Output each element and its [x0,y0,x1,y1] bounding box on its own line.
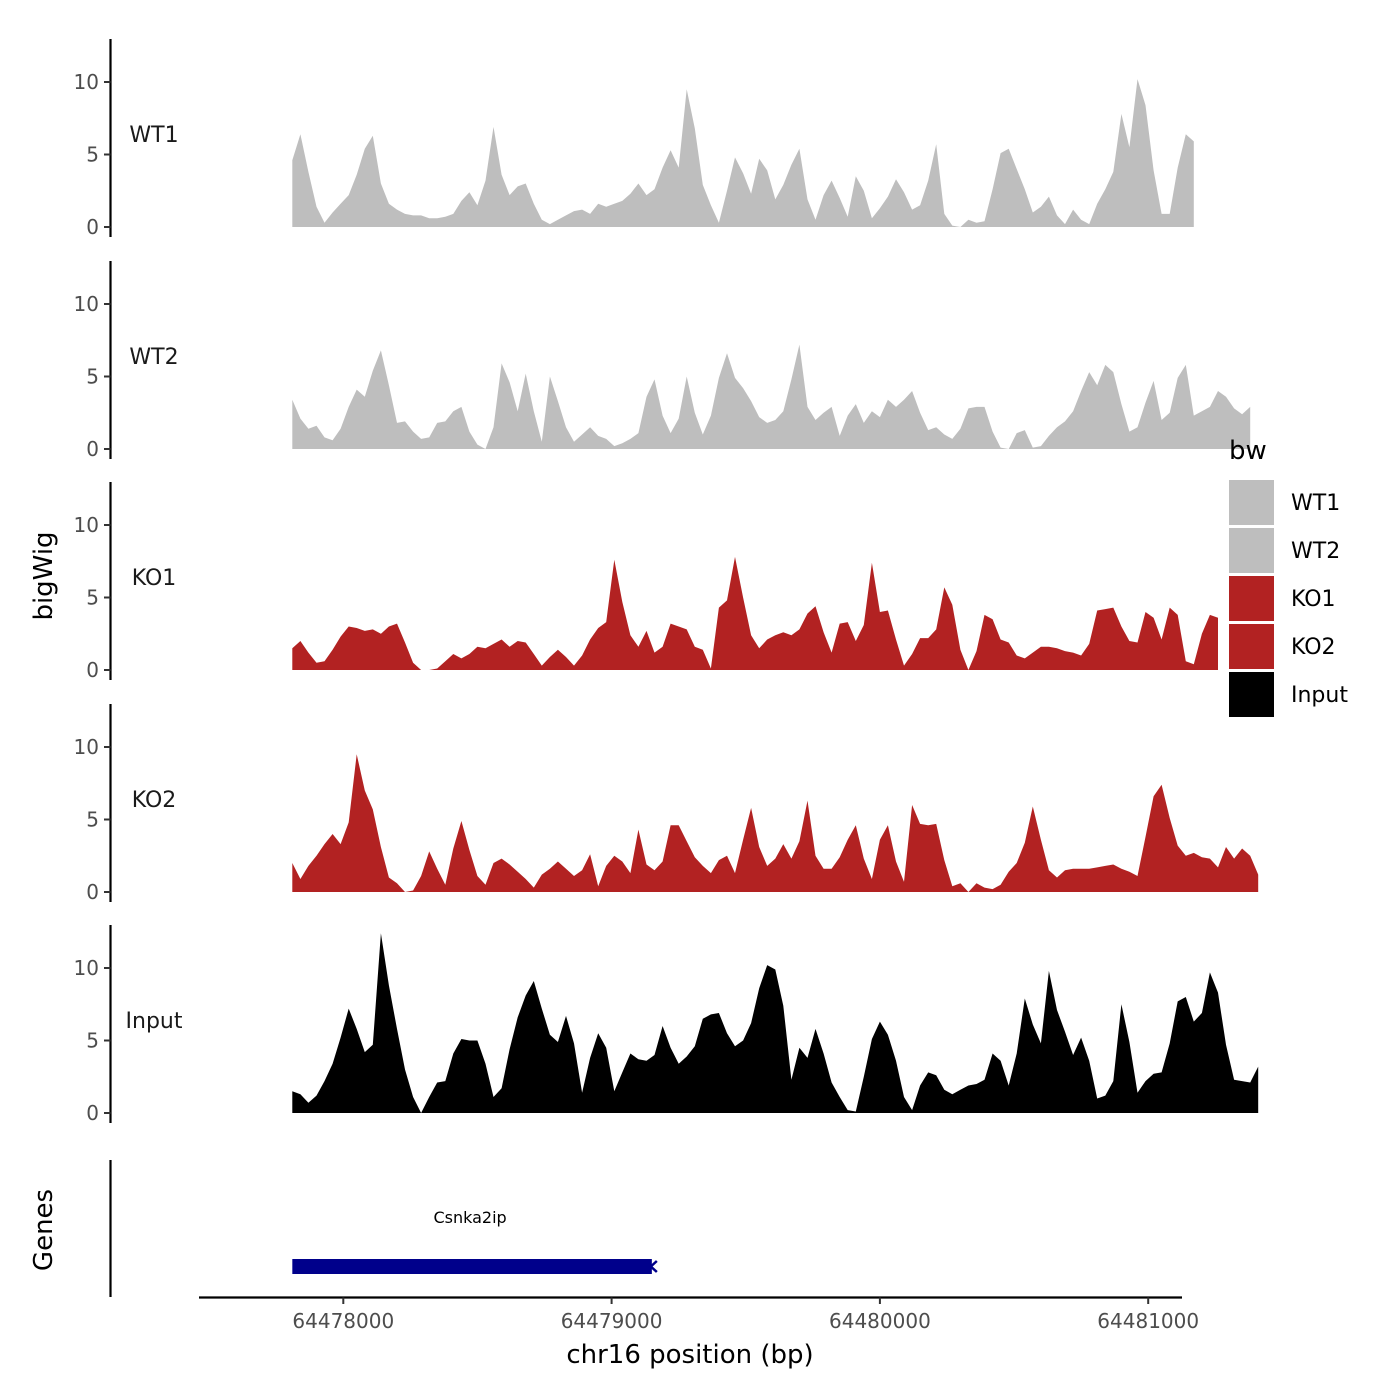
gene-body [292,1259,652,1274]
coverage-area-WT2 [292,344,1251,449]
track-label: KO1 [132,566,177,591]
x-tick-label: 64479000 [561,1309,663,1333]
y-tick-label: 10 [74,292,99,316]
coverage-area-WT1 [292,79,1194,227]
track-label: KO2 [132,788,177,813]
y-tick-label: 10 [74,956,99,980]
track-label: WT2 [129,345,178,370]
y-tick-label: 0 [86,215,99,239]
legend-label: KO1 [1291,587,1336,612]
gene-Csnka2ip: Csnka2ip [292,1208,658,1274]
coverage-area-KO1 [292,556,1218,670]
y-tick-label: 5 [86,808,99,832]
x-tick-label: 64480000 [829,1309,931,1333]
y-axis-title: bigWig [29,531,59,620]
genes-panel: Csnka2ip [292,1208,658,1274]
y-tick-label: 0 [86,880,99,904]
x-axis-title: chr16 position (bp) [566,1340,813,1370]
legend-label: KO2 [1291,635,1336,660]
track-KO2: 0 5 10 KO2 [74,704,1259,904]
legend-label: WT1 [1291,491,1340,516]
y-tick-label: 10 [74,70,99,94]
y-tick-label: 5 [86,143,99,167]
track-KO1: 0 5 10 KO1 [74,482,1218,682]
gene-strand-arrow [648,1260,658,1273]
y-tick-label: 10 [74,735,99,759]
y-tick-label: 5 [86,365,99,389]
coverage-area-Input [292,933,1259,1113]
legend-label: Input [1291,683,1348,708]
y-tick-label: 0 [86,437,99,461]
legend-key-KO2 [1229,624,1274,669]
legend: bw WT1 WT2 KO1 KO2 Input [1229,436,1348,717]
x-axis-ticks: 64478000 64479000 64480000 64481000 [292,1297,1199,1333]
genes-axis-title: Genes [29,1189,59,1271]
y-tick-label: 10 [74,513,99,537]
legend-label: WT2 [1291,539,1340,564]
track-Input: 0 5 10 Input [74,925,1259,1125]
y-tick-label: 5 [86,586,99,610]
track-label: Input [126,1009,183,1034]
legend-key-KO1 [1229,576,1274,621]
coverage-area-KO2 [292,754,1259,892]
x-tick-label: 64481000 [1097,1309,1199,1333]
legend-key-WT1 [1229,480,1274,525]
tracks-layer: 0 5 10 WT1 0 5 10 WT2 0 5 10 KO1 0 5 10 KO2 0 5 10 Input [74,39,1259,1125]
track-label: WT1 [129,123,178,148]
legend-key-Input [1229,672,1274,717]
y-tick-label: 0 [86,658,99,682]
track-WT1: 0 5 10 WT1 [74,39,1194,239]
y-tick-label: 0 [86,1101,99,1125]
y-tick-label: 5 [86,1029,99,1053]
legend-title: bw [1229,436,1267,466]
legend-key-WT2 [1229,528,1274,573]
gene-label: Csnka2ip [433,1208,506,1227]
x-tick-label: 64478000 [292,1309,394,1333]
track-WT2: 0 5 10 WT2 [74,261,1251,461]
